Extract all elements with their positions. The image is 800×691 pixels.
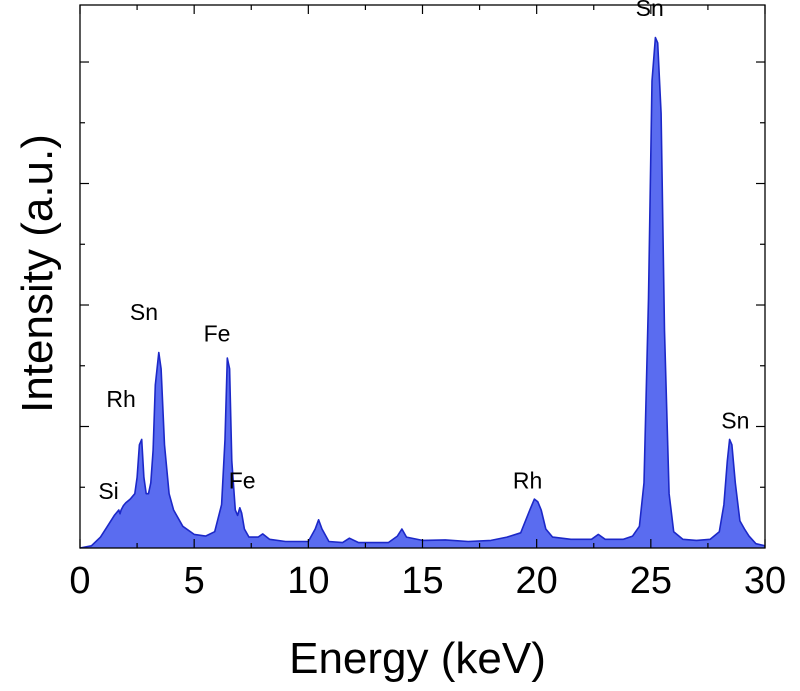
peak-label-si: Si: [98, 478, 118, 504]
spectrum-line: [79, 36, 766, 549]
peak-label-fe: Fe: [229, 467, 256, 493]
peak-label-fe: Fe: [204, 321, 231, 347]
x-tick-label: 20: [516, 560, 558, 602]
peak-label-rh: Rh: [513, 467, 542, 493]
peak-label-sn: Sn: [130, 299, 158, 325]
x-tick-label: 30: [744, 560, 786, 602]
x-tick-label: 0: [69, 560, 90, 602]
label-layer: Si Rh Sn Fe Fe Rh Sn Sn: [98, 0, 749, 504]
plot-layer: [79, 36, 766, 549]
x-tick-label: 10: [287, 560, 329, 602]
peak-label-rh: Rh: [106, 386, 135, 412]
axis-layer: 0 5 10 15 20 25 30 Energy (keV) Intensity (a.u.): [13, 4, 786, 683]
peak-label-sn: Sn: [636, 0, 664, 21]
x-tick-label: 5: [184, 560, 205, 602]
spectrum-area-fill: [80, 37, 765, 548]
y-axis-title: Intensity (a.u.): [13, 134, 62, 413]
x-tick-label: 15: [401, 560, 443, 602]
x-tick-label: 25: [630, 560, 672, 602]
x-axis-title: Energy (keV): [289, 634, 546, 683]
peak-label-sn: Sn: [721, 408, 749, 434]
